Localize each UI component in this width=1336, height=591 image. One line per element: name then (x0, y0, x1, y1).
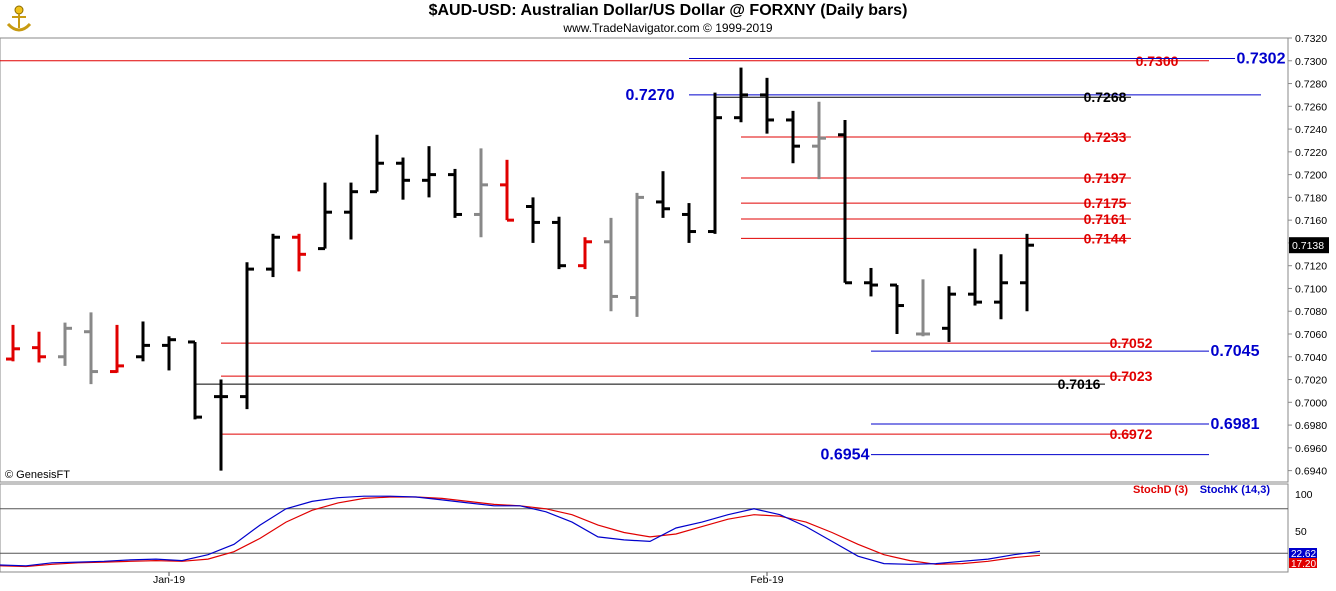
last-price-box (1289, 237, 1329, 254)
level-label: 0.7144 (1084, 230, 1127, 246)
price-axis-label: 0.7180 (1295, 192, 1327, 204)
stochastic-panel-frame (0, 483, 1289, 573)
level-label: 0.7300 (1136, 53, 1179, 69)
stochK-last-box (1289, 548, 1317, 558)
price-axis-label: 0.6940 (1295, 466, 1327, 478)
stochastic-axis-label: 50 (1295, 526, 1307, 538)
level-label: 0.7045 (1211, 343, 1260, 360)
level-label: 0.7270 (626, 87, 675, 104)
price-axis-label: 0.7240 (1295, 124, 1327, 136)
level-label: 0.6972 (1110, 426, 1153, 442)
level-label: 0.7016 (1058, 376, 1101, 392)
price-axis-label: 0.7260 (1295, 101, 1327, 113)
chart-title: $AUD-USD: Australian Dollar/US Dollar @ … (428, 2, 908, 19)
price-axis-label: 0.7040 (1295, 352, 1327, 364)
price-axis-label: 0.7080 (1295, 306, 1327, 318)
stochK-last-label: 22.62 (1291, 549, 1316, 560)
price-axis-label: 0.7160 (1295, 215, 1327, 227)
level-label: 0.6954 (821, 447, 870, 464)
stochD-last-box (1289, 558, 1317, 568)
stochD-legend: StochD (3) (1133, 484, 1188, 496)
price-axis-label: 0.6980 (1295, 420, 1327, 432)
price-axis-label: 0.7020 (1295, 375, 1327, 387)
level-label: 0.6981 (1211, 416, 1260, 433)
level-label: 0.7175 (1084, 195, 1127, 211)
chart-subtitle: www.TradeNavigator.com © 1999-2019 (563, 21, 773, 35)
price-axis-label: 0.7000 (1295, 397, 1327, 409)
price-axis-label: 0.7220 (1295, 147, 1327, 159)
stochastic-axis-label: 100 (1295, 489, 1313, 501)
x-axis-label: Jan-19 (153, 574, 185, 586)
level-label: 0.7268 (1084, 89, 1127, 105)
price-axis-label: 0.6960 (1295, 443, 1327, 455)
stochK-line (0, 495, 1041, 567)
price-axis-label: 0.7200 (1295, 170, 1327, 182)
price-panel-frame (0, 37, 1289, 483)
price-axis-label: 0.7300 (1295, 56, 1327, 68)
x-axis-label: Feb-19 (750, 574, 783, 586)
level-label: 0.7233 (1084, 129, 1127, 145)
last-price-label: 0.7138 (1292, 240, 1324, 252)
watermark: © GenesisFT (5, 469, 70, 481)
level-label: 0.7052 (1110, 335, 1153, 351)
stochD-last-label: 17.20 (1291, 559, 1316, 570)
level-label: 0.7302 (1237, 50, 1286, 67)
level-label: 0.7023 (1110, 368, 1153, 384)
level-label: 0.7197 (1084, 170, 1127, 186)
trade-navigator-logo-icon (6, 5, 32, 32)
price-axis-label: 0.7060 (1295, 329, 1327, 341)
stochK-legend: StochK (14,3) (1200, 484, 1271, 496)
price-axis-label: 0.7100 (1295, 283, 1327, 295)
price-axis-label: 0.7280 (1295, 79, 1327, 91)
price-axis-label: 0.7320 (1295, 33, 1327, 45)
level-label: 0.7161 (1084, 211, 1127, 227)
price-axis-label: 0.7120 (1295, 261, 1327, 273)
